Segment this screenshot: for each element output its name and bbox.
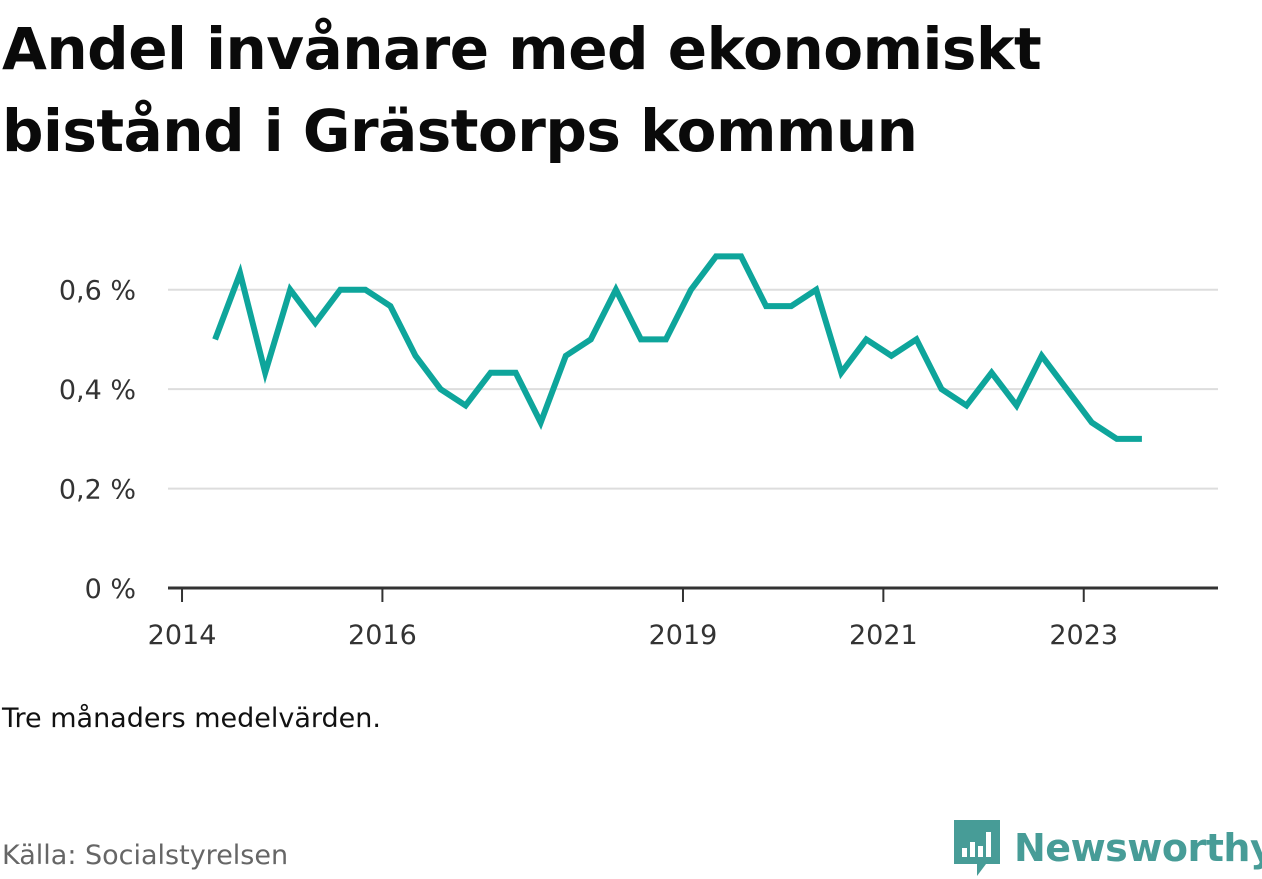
y-tick-label: 0,4 % [59, 375, 136, 406]
y-tick-label: 0,2 % [59, 475, 136, 506]
y-tick-labels: 0 % 0,2 % 0,4 % 0,6 % [59, 276, 136, 605]
source-credit: Källa: Socialstyrelsen [2, 840, 289, 871]
chart-title: Andel invånare med ekonomiskt bistånd i … [2, 15, 1042, 165]
y-tick-label: 0,6 % [59, 276, 136, 307]
chart-note: Tre månaders medelvärden. [2, 703, 381, 734]
gridlines [168, 288, 1218, 490]
brand-logo[interactable]: Newsworthy [952, 818, 1262, 878]
x-tick-label: 2023 [1049, 620, 1118, 651]
series-layer [212, 253, 1142, 442]
x-tick-label: 2021 [849, 620, 918, 651]
y-tick-label: 0 % [85, 574, 136, 605]
newsworthy-logo-icon [954, 820, 1000, 876]
x-tick-label: 2019 [649, 620, 718, 651]
x-ticks: 2014 2016 2019 2021 2023 [148, 588, 1118, 651]
series-line [212, 253, 1142, 442]
line-chart: 0 % 0,2 % 0,4 % 0,6 % 2014 2016 2019 2021 2023 [59, 253, 1218, 651]
x-tick-label: 2016 [348, 620, 417, 651]
brand-name: Newsworthy [1014, 826, 1262, 870]
x-tick-label: 2014 [148, 620, 217, 651]
